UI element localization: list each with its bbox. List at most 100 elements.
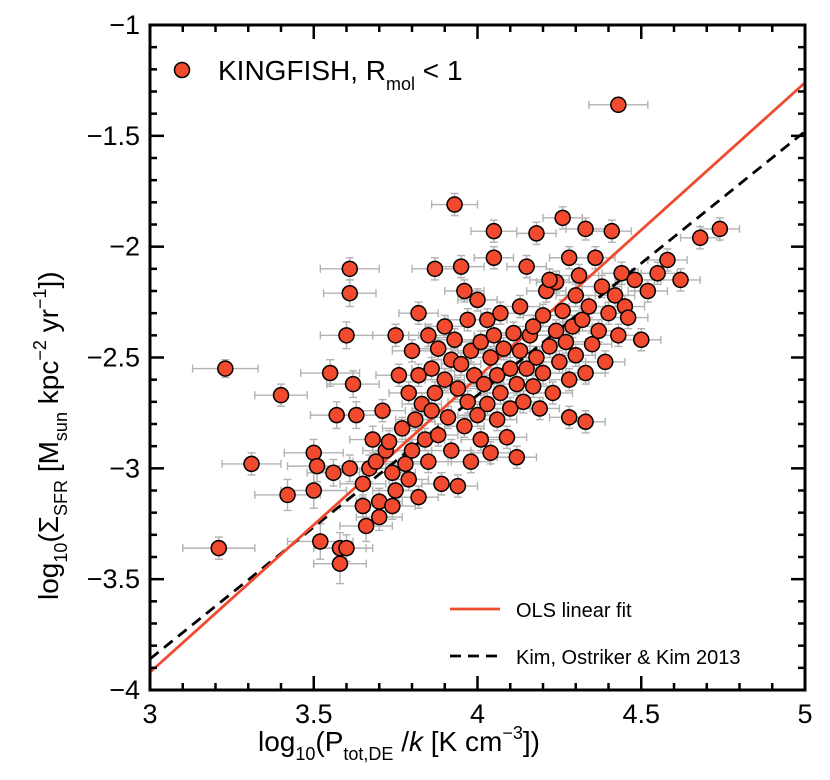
data-point-42 xyxy=(403,342,421,360)
data-point-117 xyxy=(557,333,575,351)
y-title-kpc: kpc xyxy=(33,361,64,412)
data-point-97 xyxy=(511,342,529,360)
data-point-114 xyxy=(551,353,568,371)
data-point-56 xyxy=(429,426,447,444)
data-point-57 xyxy=(433,475,450,493)
data-point-81 xyxy=(479,395,496,413)
data-point-41 xyxy=(400,471,417,488)
data-point-66 xyxy=(449,477,467,495)
data-point-116 xyxy=(554,302,571,320)
x-title-k: k xyxy=(409,726,425,757)
data-point-79 xyxy=(475,375,493,393)
y-title-log: log xyxy=(33,563,64,600)
data-point-3 xyxy=(243,455,260,473)
data-point-14 xyxy=(331,555,349,572)
data-point-80 xyxy=(479,311,496,329)
data-point-60 xyxy=(439,409,457,426)
data-point-90 xyxy=(495,340,512,357)
data-point-136 xyxy=(610,327,627,344)
data-point-91 xyxy=(498,429,516,446)
data-point-118 xyxy=(560,249,578,266)
data-point-20 xyxy=(344,375,362,393)
x-tick-label-2: 4 xyxy=(470,699,485,729)
data-point-123 xyxy=(570,267,588,284)
data-point-45 xyxy=(410,366,427,384)
data-point-154 xyxy=(541,271,558,289)
data-point-37 xyxy=(390,366,408,384)
legend-points-tail: < 1 xyxy=(415,55,462,86)
data-point-51 xyxy=(423,360,440,377)
data-point-107 xyxy=(534,307,552,324)
data-point-126 xyxy=(577,364,594,382)
data-point-55 xyxy=(429,340,447,357)
data-point-132 xyxy=(596,353,614,371)
y-tick-label-0: −1 xyxy=(109,10,140,40)
data-point-35 xyxy=(387,327,404,344)
data-point-11 xyxy=(325,464,342,482)
data-point-9 xyxy=(312,533,329,550)
data-point-68 xyxy=(452,355,470,373)
data-point-153 xyxy=(410,304,427,322)
data-point-39 xyxy=(397,455,414,473)
data-point-95 xyxy=(508,375,526,393)
data-point-54 xyxy=(426,384,444,402)
data-point-150 xyxy=(485,249,503,266)
legend-points-subscript: mol xyxy=(386,74,415,94)
x-title-exp: −3 xyxy=(502,723,523,743)
data-point-78 xyxy=(472,431,490,448)
data-point-92 xyxy=(502,360,519,377)
y-title-sub: SFR xyxy=(51,480,71,516)
data-point-94 xyxy=(505,324,522,342)
data-point-75 xyxy=(469,291,486,309)
y-tick-label-1: −1.5 xyxy=(87,121,140,151)
data-point-59 xyxy=(436,371,453,388)
data-point-76 xyxy=(469,406,486,424)
y-title-open: (Σ xyxy=(33,516,64,543)
x-title-close: ]) xyxy=(523,726,540,757)
data-point-8 xyxy=(308,457,326,475)
data-point-23 xyxy=(354,497,372,515)
data-point-85 xyxy=(485,327,503,344)
data-point-64 xyxy=(446,331,463,349)
data-point-18 xyxy=(341,284,359,302)
data-point-82 xyxy=(482,349,499,366)
y-title-log-sub: 10 xyxy=(51,543,71,563)
x-tick-label-3: 4.5 xyxy=(622,699,660,729)
data-point-121 xyxy=(567,287,584,304)
data-point-29 xyxy=(371,508,388,526)
data-point-115 xyxy=(554,209,571,227)
y-title-close: ]) xyxy=(33,271,64,288)
y-tick-label-6: −4 xyxy=(109,675,140,705)
data-point-32 xyxy=(380,433,398,450)
data-point-34 xyxy=(384,497,401,515)
axis-ticks-layer xyxy=(148,23,807,692)
data-point-77 xyxy=(472,333,490,351)
data-point-100 xyxy=(518,360,535,377)
data-point-50 xyxy=(420,453,437,470)
data-point-33 xyxy=(384,464,401,482)
data-point-98 xyxy=(515,393,532,411)
y-tick-label-2: −2 xyxy=(109,232,140,262)
x-title-log-sub: 10 xyxy=(295,744,315,764)
legend-kok-label: Kim, Ostriker & Kim 2013 xyxy=(516,647,741,669)
data-point-130 xyxy=(590,322,607,340)
data-point-129 xyxy=(587,249,604,266)
data-point-46 xyxy=(410,488,427,506)
data-point-19 xyxy=(341,460,359,477)
legend-points-entry: KINGFISH, Rmol < 1 xyxy=(173,55,463,94)
data-point-122 xyxy=(567,347,584,364)
data-point-119 xyxy=(560,371,578,388)
data-point-83 xyxy=(482,444,499,462)
data-point-99 xyxy=(518,258,535,275)
data-point-110 xyxy=(541,338,558,355)
x-tick-label-0: 3 xyxy=(142,699,157,729)
data-point-148 xyxy=(577,413,594,431)
data-point-70 xyxy=(459,311,476,329)
data-point-145 xyxy=(672,271,689,289)
data-point-140 xyxy=(626,271,643,289)
data-point-30 xyxy=(374,402,391,419)
y-tick-label-5: −3.5 xyxy=(87,564,140,594)
data-point-7 xyxy=(305,482,322,499)
x-axis-title: log10(Ptot,DE /k [K cm−3]) xyxy=(258,723,540,764)
